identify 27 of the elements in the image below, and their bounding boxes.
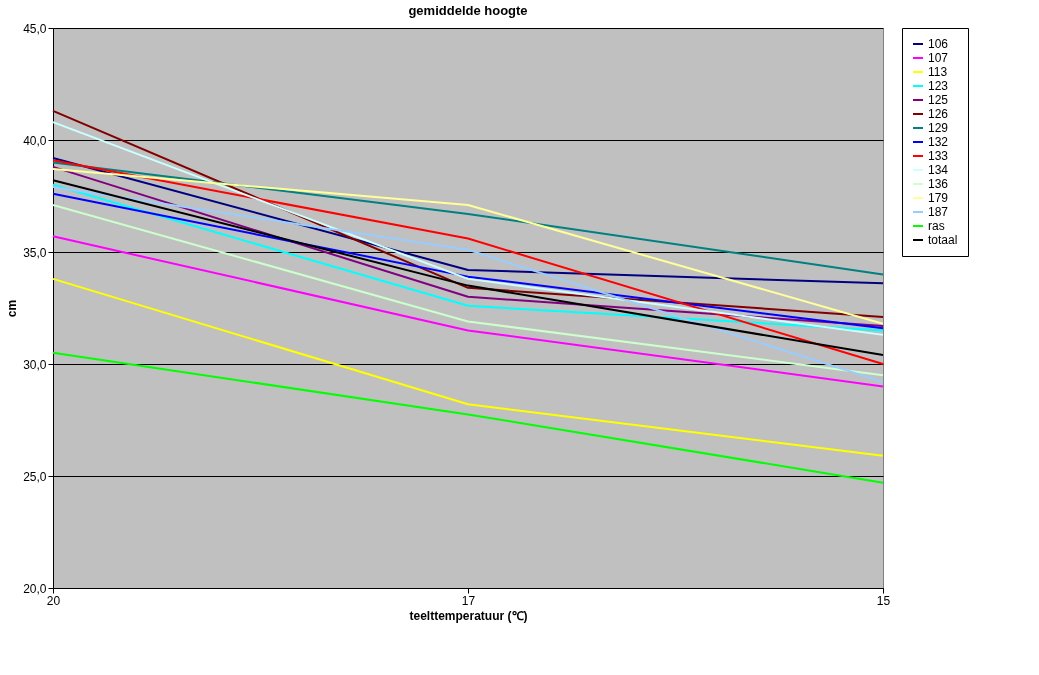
y-tick-label: 45,0 [23, 21, 47, 36]
legend-label: 179 [928, 191, 949, 205]
legend-label: 106 [928, 37, 949, 51]
y-tick-label: 30,0 [23, 357, 47, 372]
legend-label: 133 [928, 149, 949, 163]
legend-label: 129 [928, 121, 949, 135]
y-tick-label: 20,0 [23, 581, 47, 596]
legend-label: 136 [928, 177, 949, 191]
x-tick-label: 20 [46, 593, 61, 608]
x-tick-label: 15 [876, 593, 891, 608]
legend-label: 113 [928, 65, 948, 79]
legend-label: 125 [928, 93, 949, 107]
y-tick-label: 40,0 [23, 133, 47, 148]
legend-label: ras [928, 219, 945, 233]
y-tick-label: 35,0 [23, 245, 47, 260]
legend-label: totaal [928, 233, 958, 247]
legend-label: 126 [928, 107, 949, 121]
y-axis-title: cm [5, 299, 20, 318]
y-tick-label: 25,0 [23, 469, 47, 484]
legend-label: 134 [928, 163, 949, 177]
legend-label: 132 [928, 135, 949, 149]
x-axis-title: teelttemperatuur (℃) [409, 608, 528, 623]
legend-label: 123 [928, 79, 949, 93]
legend-label: 107 [928, 51, 949, 65]
x-tick-label: 17 [461, 593, 476, 608]
legend-label: 187 [928, 205, 949, 219]
chart-title: gemiddelde hoogte [408, 3, 528, 18]
